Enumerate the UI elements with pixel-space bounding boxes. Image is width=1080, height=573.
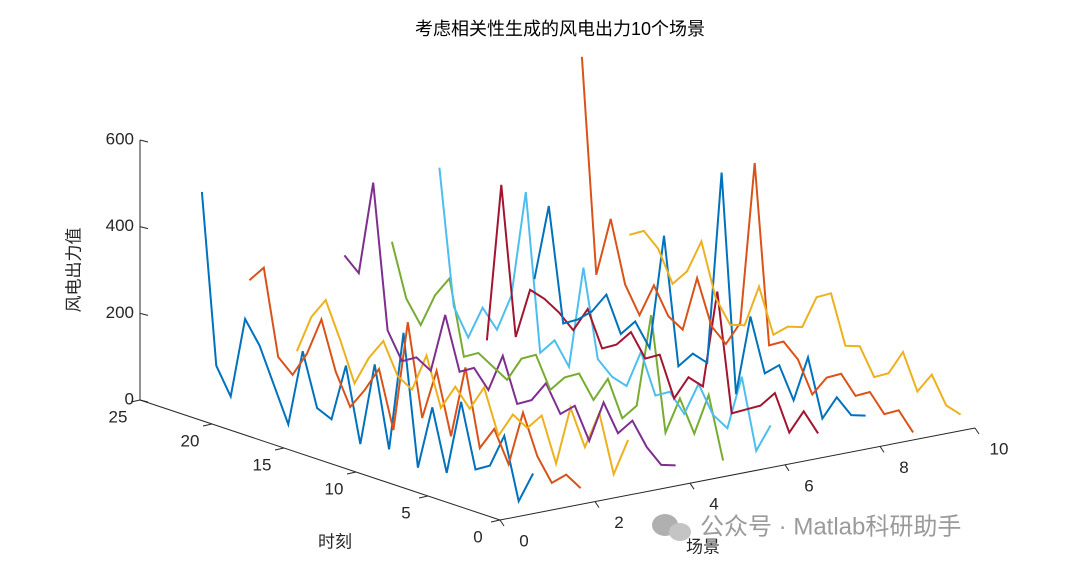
y-tick	[418, 495, 429, 499]
z-tick	[139, 226, 149, 230]
z-tick	[139, 312, 149, 316]
series-line	[580, 56, 914, 433]
y-tick-label: 5	[401, 503, 410, 522]
series-line	[485, 184, 819, 435]
y-tick-label: 15	[253, 455, 272, 474]
series-line	[295, 298, 630, 478]
z-tick	[139, 399, 149, 403]
watermark-icon	[652, 514, 691, 541]
watermark: 公众号 · Matlab科研助手	[700, 513, 961, 540]
y-tick	[346, 471, 357, 475]
z-tick-label: 600	[106, 129, 134, 148]
y-tick-label: 10	[325, 479, 344, 498]
y-tick-label: 20	[181, 431, 200, 450]
z-tick-label: 0	[125, 389, 134, 408]
x-tick	[499, 519, 505, 527]
y-tick	[490, 519, 501, 523]
x-tick-label: 6	[804, 476, 813, 495]
y-axis-label: 时刻	[318, 532, 352, 551]
z-tick-label: 400	[106, 216, 134, 235]
x-tick	[879, 446, 885, 453]
series-line	[390, 241, 725, 461]
x-axis-label: 场景	[686, 537, 720, 556]
y-tick	[274, 447, 285, 451]
x-tick	[974, 427, 980, 435]
x-tick-label: 4	[709, 495, 718, 514]
x-tick	[689, 482, 695, 490]
series-line	[533, 172, 866, 421]
y-tick-label: 0	[473, 527, 482, 546]
x-tick-label: 10	[990, 439, 1009, 458]
z-tick-label: 200	[106, 303, 134, 322]
x-tick	[784, 464, 790, 472]
x-axis	[499, 427, 976, 521]
x-tick-label: 8	[899, 458, 908, 477]
y-tick	[202, 423, 213, 427]
x-tick-label: 0	[519, 531, 528, 550]
y-tick-label: 25	[109, 407, 128, 426]
y-tick	[130, 399, 141, 403]
z-tick	[139, 139, 149, 143]
series-line	[438, 167, 772, 454]
series-line	[343, 182, 676, 467]
x-tick-label: 2	[614, 513, 623, 532]
series-line	[248, 265, 582, 489]
series-line	[200, 191, 534, 505]
series-line	[629, 229, 962, 416]
x-tick	[594, 501, 600, 508]
y-axis	[139, 399, 501, 521]
chart-title: 考虑相关性生成的风电出力10个场景	[415, 19, 705, 39]
z-axis-label: 风电出力值	[64, 228, 83, 313]
